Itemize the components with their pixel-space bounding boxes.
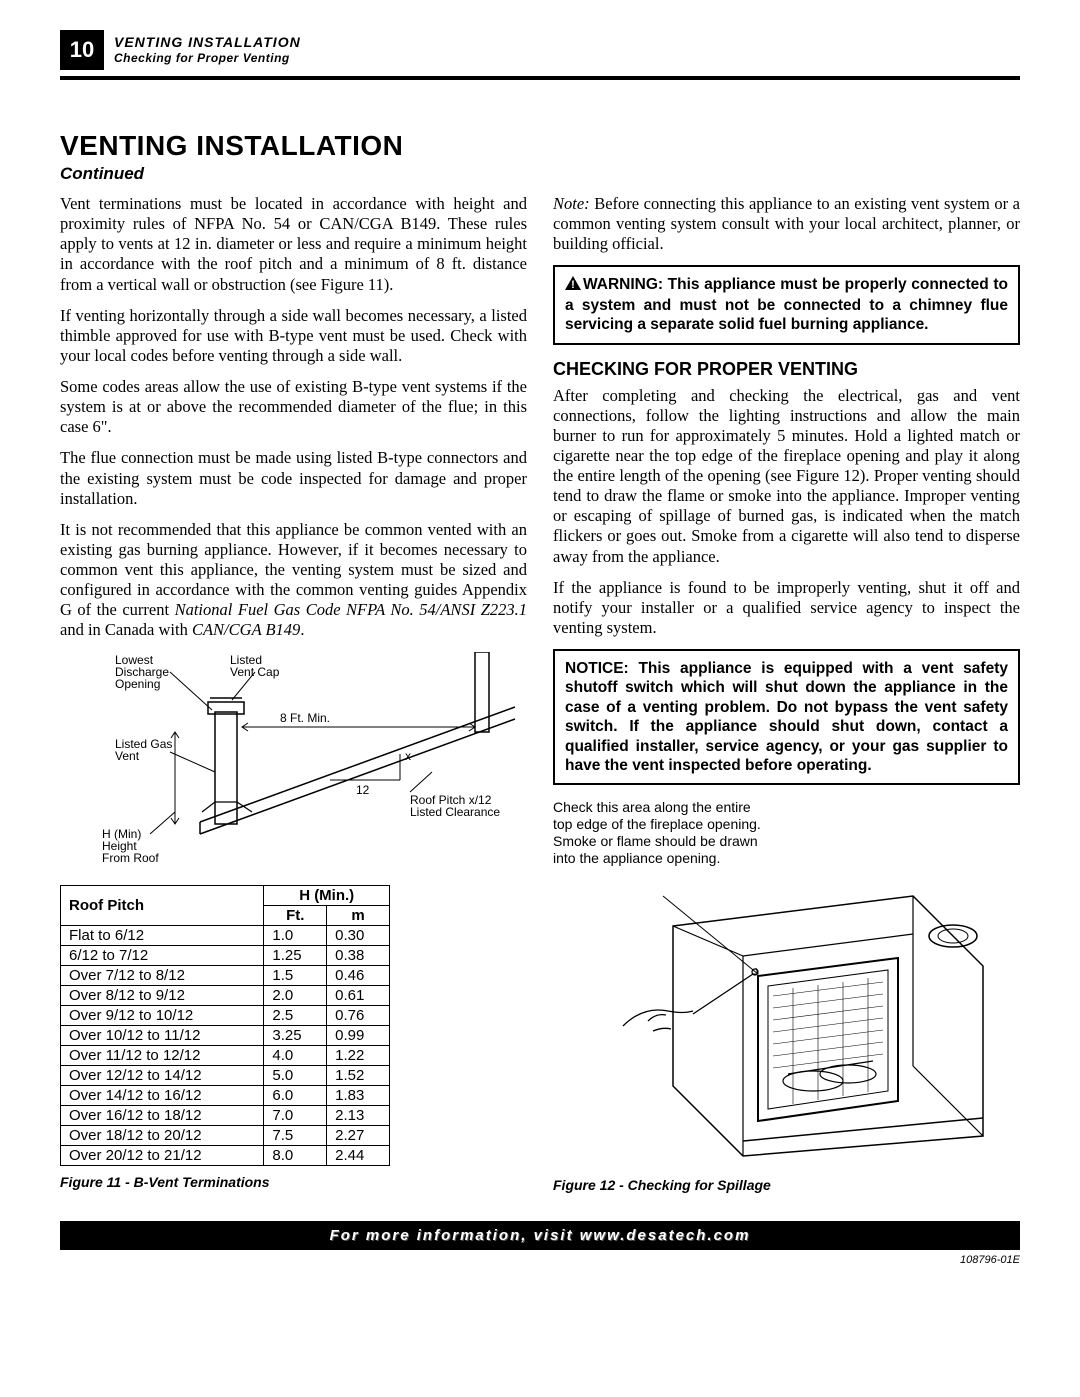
svg-text:x: x: [405, 749, 411, 763]
table-row: Flat to 6/121.00.30: [61, 926, 390, 946]
figure-12-caption: Figure 12 - Checking for Spillage: [553, 1177, 1020, 1193]
th-hmin: H (Min.): [264, 886, 390, 906]
page: 10 VENTING INSTALLATION Checking for Pro…: [0, 0, 1080, 1286]
table-body: Flat to 6/121.00.30 6/12 to 7/121.250.38…: [61, 926, 390, 1166]
figure-12-diagram: Check this area along the entire top edg…: [553, 799, 1020, 1193]
right-column: Note: Before connecting this appliance t…: [553, 194, 1020, 1193]
para: Vent terminations must be located in acc…: [60, 194, 527, 295]
page-number-box: 10: [60, 30, 104, 70]
para: After completing and checking the electr…: [553, 386, 1020, 567]
notice-box: NOTICE: This appliance is equipped with …: [553, 649, 1020, 785]
para: It is not recommended that this applianc…: [60, 520, 527, 641]
svg-text:Vent: Vent: [115, 749, 140, 763]
warning-text: WARNING: This appliance must be properly…: [565, 276, 1008, 333]
table-row: Over 9/12 to 10/122.50.76: [61, 1006, 390, 1026]
left-column: Vent terminations must be located in acc…: [60, 194, 527, 1193]
section-heading: CHECKING FOR PROPER VENTING: [553, 359, 1020, 380]
table-row: Over 18/12 to 20/127.52.27: [61, 1126, 390, 1146]
table-row: Over 20/12 to 21/128.02.44: [61, 1146, 390, 1166]
header-line1: VENTING INSTALLATION: [114, 34, 301, 51]
svg-text:From Roof: From Roof: [102, 851, 159, 865]
note-para: Note: Before connecting this appliance t…: [553, 194, 1020, 254]
svg-text:12: 12: [356, 783, 370, 797]
warning-icon: !: [565, 276, 581, 295]
warning-box: ! WARNING: This appliance must be proper…: [553, 265, 1020, 344]
page-title: VENTING INSTALLATION: [60, 130, 1020, 162]
two-column-layout: Vent terminations must be located in acc…: [60, 194, 1020, 1193]
para: Some codes areas allow the use of existi…: [60, 377, 527, 437]
table-row: Over 8/12 to 9/122.00.61: [61, 986, 390, 1006]
th-ft: Ft.: [264, 906, 327, 926]
svg-text:Listed Clearance: Listed Clearance: [410, 805, 500, 819]
header-line2: Checking for Proper Venting: [114, 51, 301, 65]
th-m: m: [327, 906, 390, 926]
document-id: 108796-01E: [60, 1254, 1020, 1266]
header-text: VENTING INSTALLATION Checking for Proper…: [114, 34, 301, 65]
svg-text:!: !: [571, 279, 575, 290]
table-row: Over 11/12 to 12/124.01.22: [61, 1046, 390, 1066]
continued-label: Continued: [60, 164, 1020, 184]
table-row: 6/12 to 7/121.250.38: [61, 946, 390, 966]
table-row: Over 7/12 to 8/121.50.46: [61, 966, 390, 986]
figure-11-diagram: Lowest Discharge Opening Listed Vent Cap…: [60, 652, 527, 876]
svg-text:Opening: Opening: [115, 677, 160, 691]
table-row: Over 14/12 to 16/126.01.83: [61, 1086, 390, 1106]
th-roof-pitch: Roof Pitch: [61, 886, 264, 926]
running-header: 10 VENTING INSTALLATION Checking for Pro…: [60, 30, 1020, 70]
table-row: Over 16/12 to 18/127.02.13: [61, 1106, 390, 1126]
table-row: Over 12/12 to 14/125.01.52: [61, 1066, 390, 1086]
para: The flue connection must be made using l…: [60, 448, 527, 508]
svg-text:Vent Cap: Vent Cap: [230, 665, 280, 679]
svg-text:8 Ft. Min.: 8 Ft. Min.: [280, 711, 330, 725]
figure-11-caption: Figure 11 - B-Vent Terminations: [60, 1174, 527, 1190]
table-row: Over 10/12 to 11/123.250.99: [61, 1026, 390, 1046]
para: If the appliance is found to be improper…: [553, 578, 1020, 638]
roof-pitch-table: Roof Pitch H (Min.) Ft. m Flat to 6/121.…: [60, 885, 390, 1166]
para: If venting horizontally through a side w…: [60, 306, 527, 366]
header-rule: [60, 76, 1020, 80]
footer-bar: For more information, visit www.desatech…: [60, 1221, 1020, 1250]
